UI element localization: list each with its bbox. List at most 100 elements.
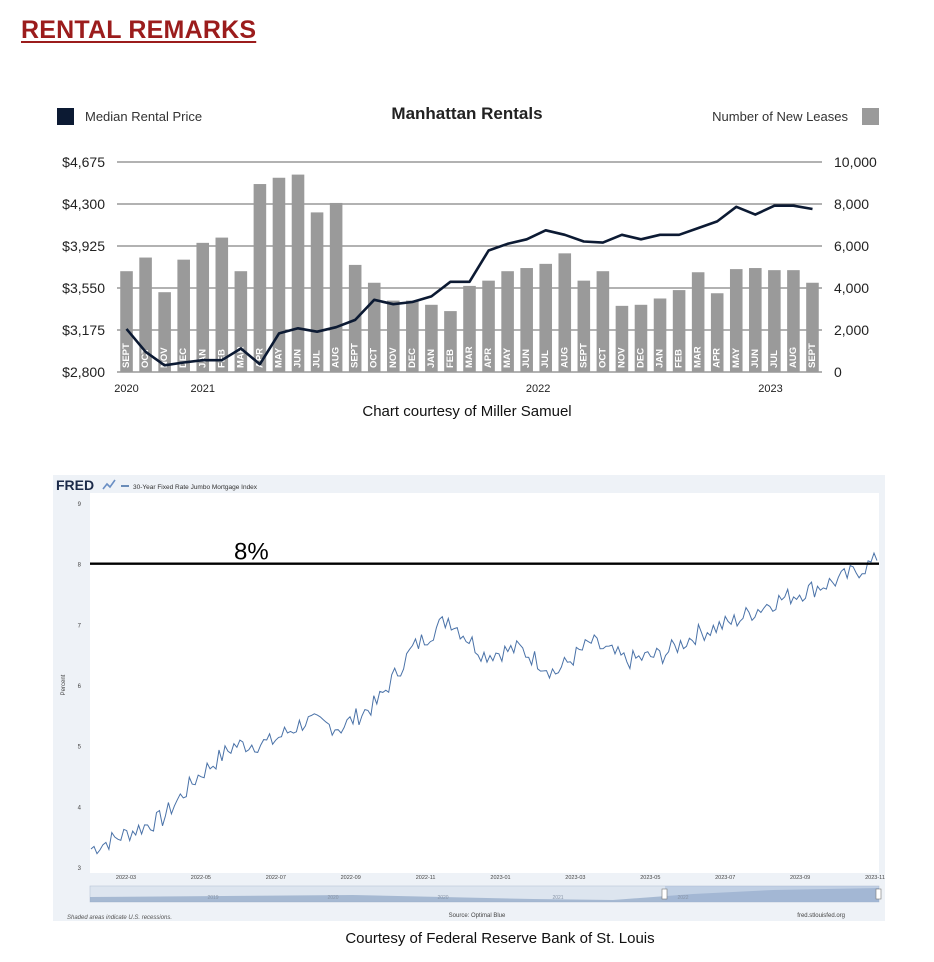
lease-bar <box>539 263 553 372</box>
lease-bar <box>710 293 724 372</box>
mortgage-rate-line <box>90 551 878 855</box>
month-label: JAN <box>426 349 437 368</box>
month-label: FEB <box>216 349 227 368</box>
navigator-handle-left <box>661 888 668 900</box>
right-tick-label: 10,000 <box>834 154 877 170</box>
x-tick-label: 2022-05 <box>191 875 211 881</box>
page-title: RENTAL REMARKS <box>21 16 257 44</box>
navigator-area <box>90 888 879 902</box>
x-tick-label: 2023-01 <box>490 875 510 881</box>
left-tick-label: $3,175 <box>62 322 105 338</box>
left-tick-label: $2,800 <box>62 364 105 380</box>
lease-bar <box>425 304 438 372</box>
month-label: AUG <box>788 347 799 368</box>
right-tick-label: 4,000 <box>834 280 869 296</box>
month-label: JAN <box>655 349 666 368</box>
month-label: MAR <box>464 346 475 368</box>
fred-logo-graph-icon <box>102 479 116 490</box>
x-tick-label: 2022-11 <box>416 875 436 881</box>
lease-bar <box>558 253 572 372</box>
lease-bar <box>482 280 495 372</box>
lease-bar <box>196 242 210 372</box>
month-label: JUL <box>540 350 551 368</box>
navigator-year-label: 2019 <box>207 895 218 901</box>
y-tick-label: 5 <box>78 745 82 751</box>
year-label: 2023 <box>758 383 782 395</box>
site-label: fred.stlouisfed.org <box>797 913 845 919</box>
month-label: JUL <box>312 350 323 368</box>
legend-label-price: Median Rental Price <box>85 109 202 124</box>
month-label: DEC <box>178 348 189 368</box>
lease-bar <box>177 259 190 372</box>
month-label: OCT <box>140 348 151 368</box>
navigator-handle-right <box>875 888 882 900</box>
legend-swatch-leases <box>862 108 879 125</box>
legend-swatch-price <box>57 108 74 125</box>
month-label: MAY <box>502 347 513 368</box>
fred-mortgage-chart: FRED 30-Year Fixed Rate Jumbo Mortgage In… <box>56 477 885 921</box>
year-label: 2022 <box>526 383 550 395</box>
month-label: MAY <box>273 347 284 368</box>
x-tick-label: 2023-09 <box>790 875 810 881</box>
y-tick-label: 4 <box>78 805 82 811</box>
lease-bar <box>749 268 762 372</box>
lease-bar <box>596 271 610 372</box>
month-label: APR <box>712 348 723 368</box>
right-tick-label: 8,000 <box>834 196 869 212</box>
chart-title: Manhattan Rentals <box>391 104 542 123</box>
left-tick-label: $4,300 <box>62 196 105 212</box>
lease-bar <box>787 270 800 372</box>
navigator-selection <box>665 886 879 902</box>
right-tick-label: 0 <box>834 364 842 380</box>
month-label: JUN <box>293 349 304 368</box>
month-label: FEB <box>445 349 456 368</box>
month-label: MAR <box>693 346 704 368</box>
lease-bar <box>253 184 267 372</box>
navigator-year-label: 2022 <box>677 895 688 901</box>
month-label: OCT <box>369 348 380 368</box>
lease-bar <box>386 300 400 372</box>
left-tick-label: $4,675 <box>62 154 105 170</box>
month-label: SEPT <box>578 343 589 368</box>
lease-bar <box>215 237 229 372</box>
month-label: JUN <box>521 349 532 368</box>
lease-bar <box>520 268 533 372</box>
month-label: AUG <box>559 347 570 368</box>
lease-bar <box>672 290 686 372</box>
year-label: 2021 <box>191 383 215 395</box>
x-tick-label: 2023-03 <box>565 875 585 881</box>
lease-bar <box>406 300 419 372</box>
rentals-chart-caption: Chart courtesy of Miller Samuel <box>362 403 572 420</box>
source-label: Source: Optimal Blue <box>449 913 506 919</box>
month-label: OCT <box>597 348 608 368</box>
lease-bar <box>234 271 248 372</box>
month-label: JUL <box>769 350 780 368</box>
recession-note: Shaded areas indicate U.S. recessions. <box>67 915 172 921</box>
month-label: NOV <box>159 347 170 368</box>
y-tick-label: 8 <box>78 563 82 569</box>
legend-label-leases: Number of New Leases <box>712 109 848 124</box>
manhattan-rentals-chart: Manhattan Rentals Median Rental Price Numb… <box>57 104 879 395</box>
y-axis-label: Percent <box>61 674 67 695</box>
right-tick-label: 2,000 <box>834 322 869 338</box>
month-label: NOV <box>616 347 627 368</box>
lease-bar <box>577 280 591 372</box>
lease-bar <box>806 282 819 372</box>
lease-bar <box>444 311 457 372</box>
eight-percent-annotation: 8% <box>234 539 269 566</box>
month-label: SEPT <box>807 343 818 368</box>
lease-bar <box>463 285 476 372</box>
lease-bar <box>691 272 705 372</box>
navigator-year-label: 2020 <box>327 895 338 901</box>
y-tick-label: 3 <box>78 866 82 872</box>
lease-bar <box>615 305 629 372</box>
y-tick-label: 6 <box>78 684 82 690</box>
legend-series-name: 30-Year Fixed Rate Jumbo Mortgage Index <box>133 484 258 491</box>
month-label: JUN <box>750 349 761 368</box>
month-label: AUG <box>331 347 342 368</box>
month-label: FEB <box>674 349 685 368</box>
month-label: DEC <box>407 348 418 368</box>
lease-bar <box>310 212 324 372</box>
left-tick-label: $3,550 <box>62 280 105 296</box>
month-label: DEC <box>636 348 647 368</box>
